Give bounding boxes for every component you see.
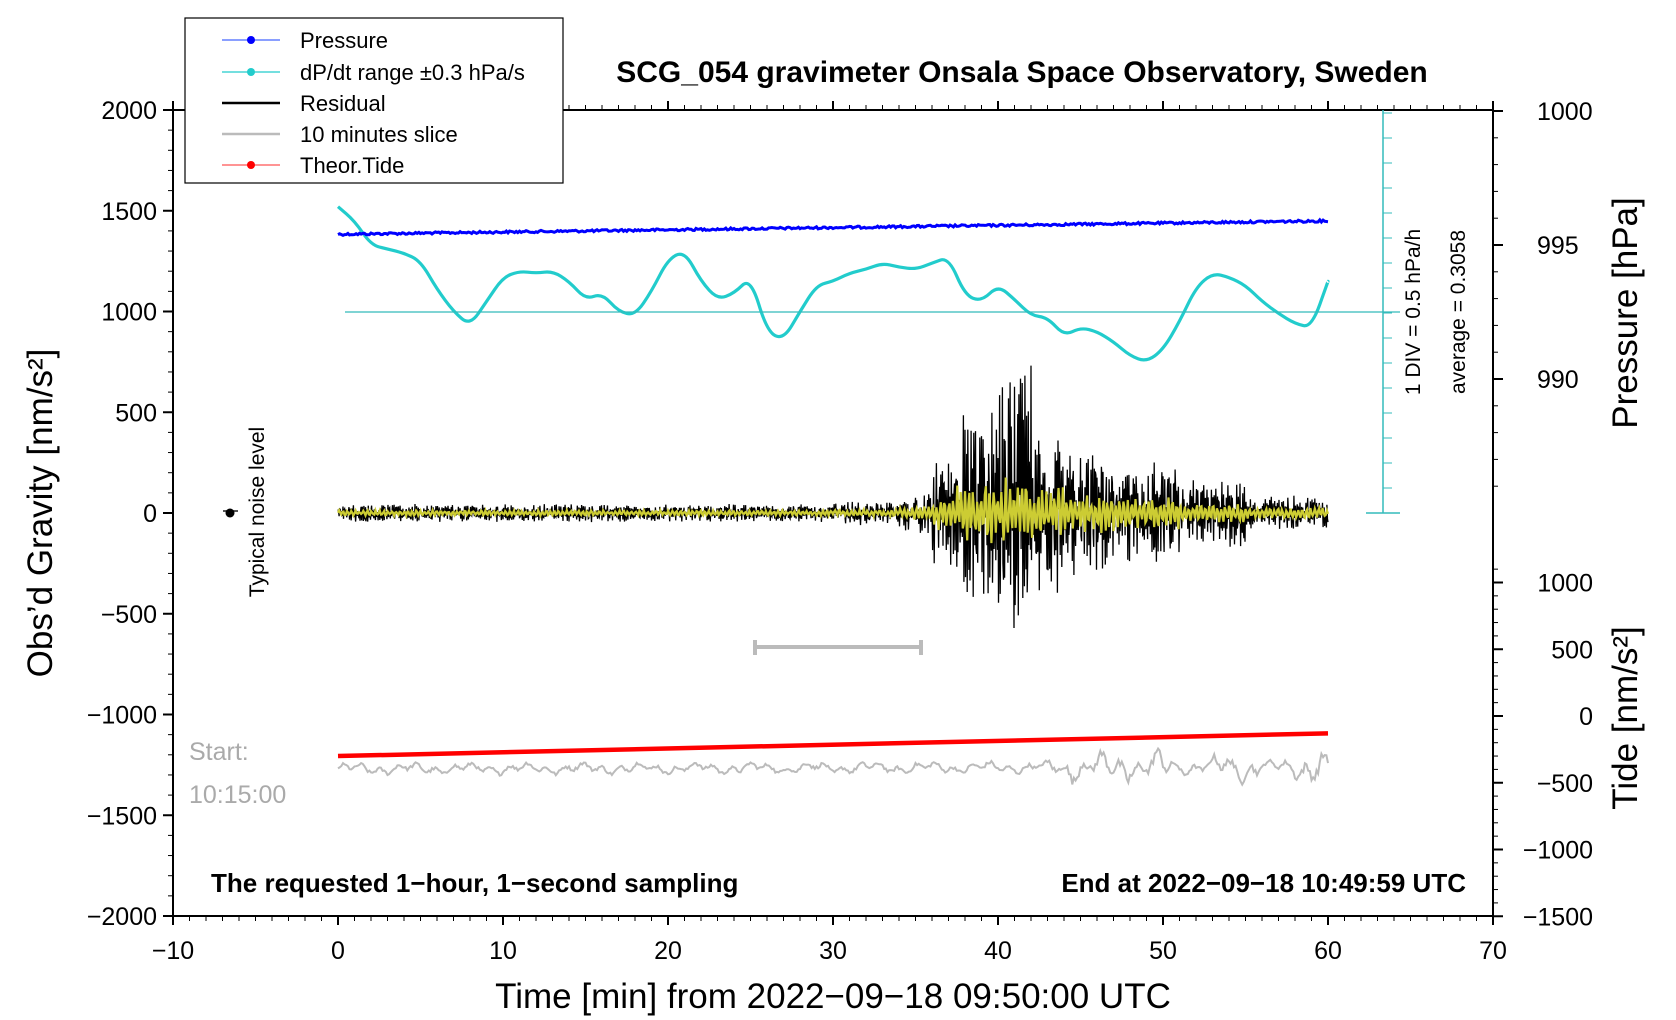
series-layer xyxy=(336,205,1330,787)
scale-label: 1 DIV = 0.5 hPa/h xyxy=(1402,229,1425,395)
legend-item-pressure: Pressure xyxy=(222,28,388,53)
left-note: The requested 1−hour, 1−second sampling xyxy=(211,868,738,898)
svg-text:Pressure: Pressure xyxy=(300,28,388,53)
tide-tick-label: −1000 xyxy=(1523,837,1593,865)
tide-tick-label: 0 xyxy=(1579,703,1593,731)
x-tick-label: 0 xyxy=(331,937,345,965)
y-tick-label: 1000 xyxy=(101,299,157,327)
x-tick-label: 40 xyxy=(984,937,1012,965)
slice-range-bar xyxy=(753,640,923,655)
y-tick-label: −2000 xyxy=(87,903,157,931)
dpdt-line xyxy=(336,205,1330,362)
tide-tick-label: −1500 xyxy=(1523,903,1593,931)
y-tick-label: 0 xyxy=(143,500,157,528)
chart-title: SCG_054 gravimeter Onsala Space Observat… xyxy=(616,56,1428,89)
y-tick-label: 1500 xyxy=(101,198,157,226)
pressure-tick-label: 995 xyxy=(1537,232,1579,260)
noise-level-label: Typical noise level xyxy=(246,427,269,597)
tide-tick-label: 1000 xyxy=(1537,570,1593,598)
svg-text:Residual: Residual xyxy=(300,91,386,116)
slice-line xyxy=(337,746,1329,787)
pressure-scale-bar xyxy=(345,110,1400,514)
y-axis-title-left: Obs’d Gravity [nm/s²] xyxy=(21,349,60,678)
axes-ticks: −10 0 10 20 30 40 50 60 70 2000 1500 1000 500 0 −500 −1… xyxy=(87,97,1593,965)
x-tick-label: 70 xyxy=(1479,937,1507,965)
start-time: 10:15:00 xyxy=(189,781,286,809)
x-axis-title: Time [min] from 2022−09−18 09:50:00 UTC xyxy=(495,977,1171,1016)
pressure-line xyxy=(337,217,1329,237)
average-label: average = 0.3058 xyxy=(1447,230,1470,394)
x-tick-label: −10 xyxy=(152,937,194,965)
x-tick-label: 50 xyxy=(1149,937,1177,965)
start-label: Start: xyxy=(189,738,249,766)
legend-item-dpdt: dP/dt range ±0.3 hPa/s xyxy=(222,60,525,85)
y-tick-label: −1500 xyxy=(87,802,157,830)
legend-item-slice: 10 minutes slice xyxy=(222,122,458,147)
y-tick-label: 500 xyxy=(115,399,157,427)
x-tick-label: 10 xyxy=(489,937,517,965)
legend-item-tide: Theor.Tide xyxy=(222,153,404,178)
y-axis-title-pressure: Pressure [hPa] xyxy=(1606,197,1645,429)
svg-text:dP/dt range ±0.3 hPa/s: dP/dt range ±0.3 hPa/s xyxy=(300,60,525,85)
right-note: End at 2022−09−18 10:49:59 UTC xyxy=(1061,868,1466,898)
tide-tick-label: −500 xyxy=(1537,770,1593,798)
residual-line xyxy=(337,365,1329,629)
legend: Pressure dP/dt range ±0.3 hPa/s Residual… xyxy=(184,17,564,184)
y-tick-label: 2000 xyxy=(101,97,157,125)
tide-line xyxy=(337,731,1329,759)
y-tick-label: −1000 xyxy=(87,702,157,730)
svg-text:Theor.Tide: Theor.Tide xyxy=(300,153,404,178)
legend-item-residual: Residual xyxy=(222,91,386,116)
pressure-tick-label: 1000 xyxy=(1537,98,1593,126)
pressure-tick-label: 990 xyxy=(1537,366,1579,394)
noise-level-marker xyxy=(225,508,235,518)
filtered-residual-line xyxy=(337,477,1330,544)
svg-text:10 minutes slice: 10 minutes slice xyxy=(300,122,458,147)
x-tick-label: 60 xyxy=(1314,937,1342,965)
tide-tick-label: 500 xyxy=(1551,636,1593,664)
y-axis-title-tide: Tide [nm/s²] xyxy=(1606,626,1645,809)
y-tick-label: −500 xyxy=(101,601,157,629)
x-tick-label: 30 xyxy=(819,937,847,965)
x-tick-label: 20 xyxy=(654,937,682,965)
